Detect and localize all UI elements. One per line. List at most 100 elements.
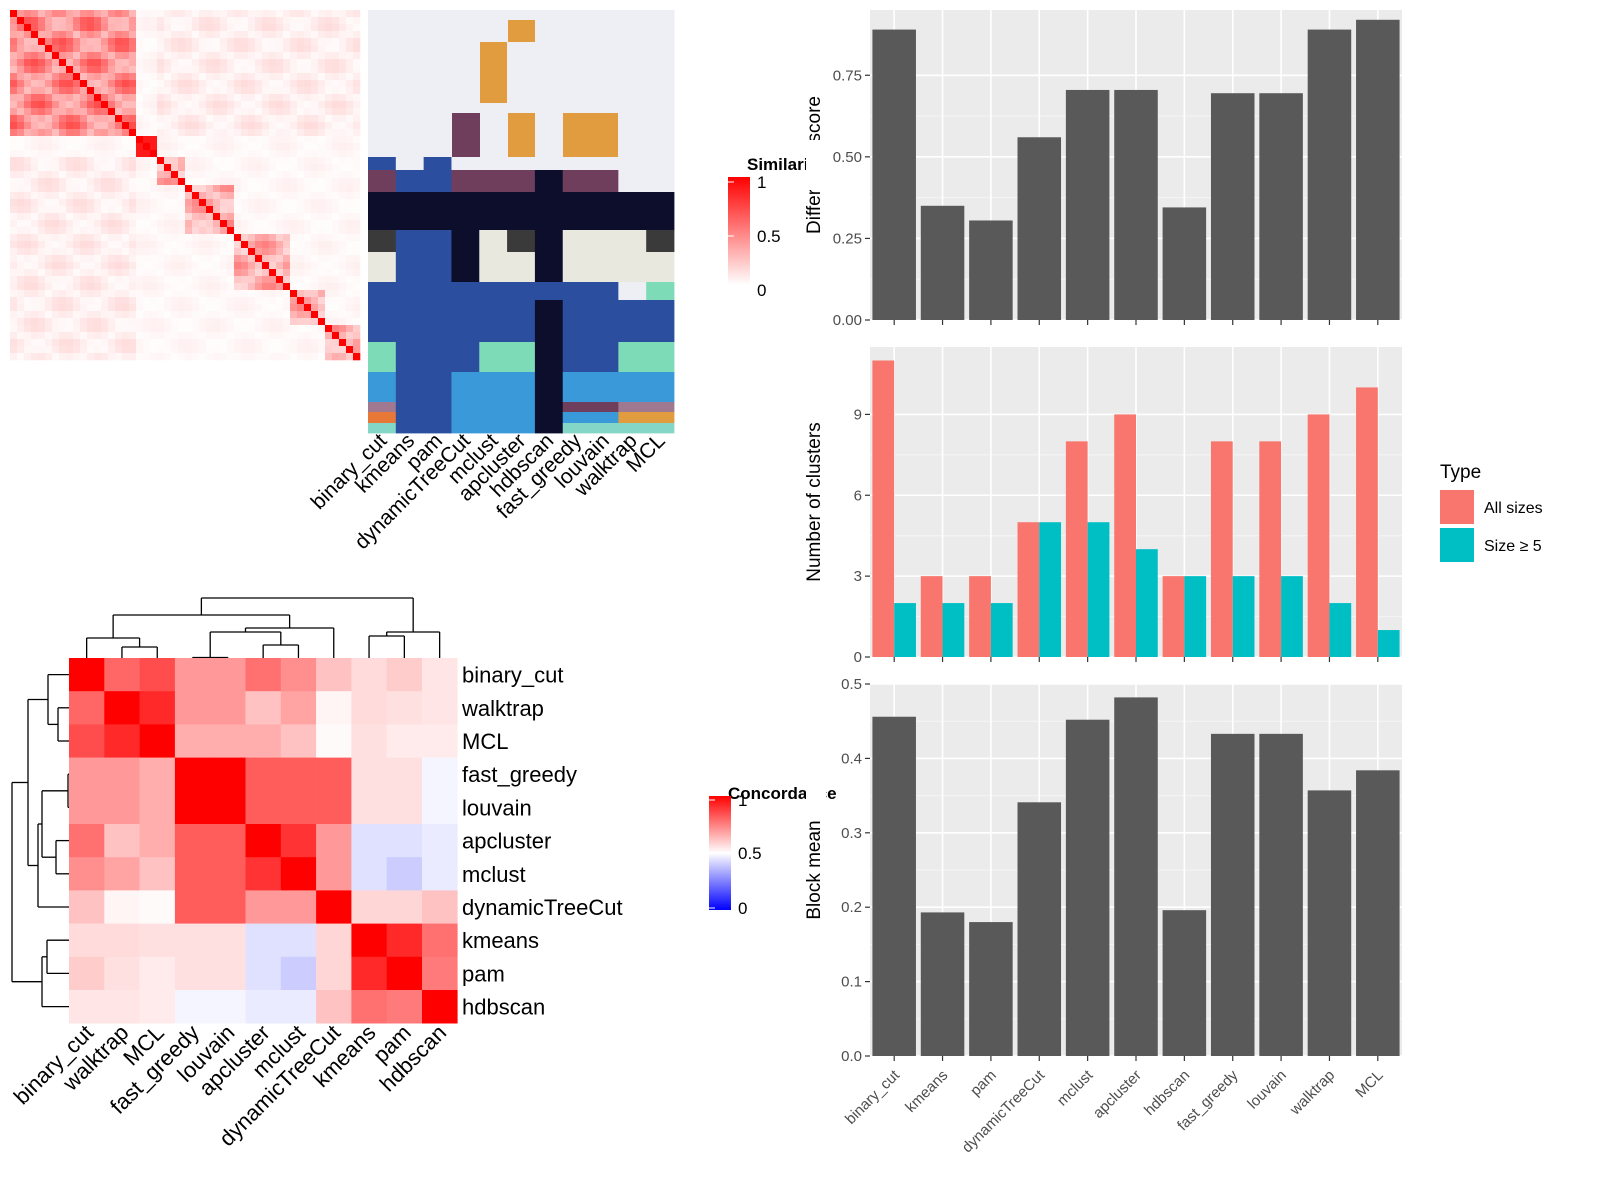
similarity-cell <box>227 199 235 207</box>
similarity-cell <box>206 31 214 39</box>
similarity-cell <box>318 24 326 32</box>
similarity-cell <box>255 66 263 74</box>
similarity-cell <box>318 255 326 263</box>
similarity-cell <box>150 80 158 88</box>
similarity-cell <box>297 269 305 277</box>
similarity-cell <box>66 304 74 312</box>
similarity-cell <box>325 17 333 25</box>
similarity-cell <box>38 45 46 53</box>
similarity-cell <box>115 87 123 95</box>
similarity-cell <box>234 311 242 319</box>
similarity-cell <box>24 24 32 32</box>
similarity-cell <box>234 115 242 123</box>
similarity-cell <box>206 199 214 207</box>
cluster-cell <box>423 412 452 424</box>
similarity-cell <box>185 192 193 200</box>
similarity-cell <box>227 276 235 284</box>
similarity-cell <box>108 38 116 46</box>
similarity-cell <box>213 185 221 193</box>
similarity-cell <box>262 248 270 256</box>
similarity-cell <box>185 31 193 39</box>
similarity-cell <box>31 108 39 116</box>
similarity-cell <box>94 220 102 228</box>
similarity-cell <box>206 143 214 151</box>
similarity-cell <box>227 143 235 151</box>
bar <box>894 603 916 657</box>
similarity-cell <box>339 318 347 326</box>
similarity-cell <box>192 227 200 235</box>
similarity-cell <box>304 136 312 144</box>
similarity-cell <box>290 73 298 81</box>
cluster-cell <box>451 300 480 343</box>
similarity-cell <box>227 185 235 193</box>
similarity-cell <box>206 325 214 333</box>
similarity-cell <box>311 45 319 53</box>
similarity-cell <box>199 115 207 123</box>
similarity-cell <box>276 199 284 207</box>
similarity-cell <box>129 192 137 200</box>
similarity-cell <box>52 45 60 53</box>
similarity-cell <box>325 332 333 340</box>
x-tick-label: pam <box>967 1067 1000 1100</box>
cluster-cell <box>395 170 425 193</box>
similarity-cell <box>178 17 186 25</box>
similarity-cell <box>192 178 200 186</box>
legend-swatch <box>1440 490 1474 524</box>
similarity-cell <box>17 318 25 326</box>
similarity-cell <box>346 234 354 242</box>
similarity-cell <box>297 10 305 18</box>
similarity-cell <box>73 318 81 326</box>
similarity-cell <box>108 283 116 291</box>
similarity-cell <box>346 297 354 305</box>
similarity-cell <box>206 157 214 165</box>
similarity-cell <box>234 248 242 256</box>
similarity-cell <box>318 213 326 221</box>
similarity-cell <box>332 283 340 291</box>
similarity-cell <box>31 80 39 88</box>
similarity-cell <box>73 234 81 242</box>
cluster-cell <box>618 282 647 301</box>
similarity-cell <box>150 38 158 46</box>
concordance-cell <box>174 956 211 991</box>
similarity-cell <box>108 241 116 249</box>
cluster-cell <box>534 372 564 403</box>
concordance-cell <box>245 857 282 891</box>
similarity-cell <box>269 178 277 186</box>
similarity-cell <box>185 318 193 326</box>
similarity-cell <box>129 199 137 207</box>
similarity-cell <box>38 129 46 137</box>
similarity-cell <box>129 52 137 60</box>
similarity-cell <box>255 129 263 137</box>
similarity-cell <box>318 108 326 116</box>
similarity-cell <box>213 206 221 214</box>
similarity-cell <box>234 150 242 158</box>
similarity-cell <box>38 87 46 95</box>
similarity-cell <box>255 178 263 186</box>
similarity-cell <box>241 38 249 46</box>
similarity-cell <box>17 304 25 312</box>
similarity-cell <box>59 227 67 235</box>
similarity-cell <box>220 45 228 53</box>
concordance-cell <box>245 890 282 924</box>
similarity-cell <box>66 269 74 277</box>
similarity-cell <box>346 332 354 340</box>
concordance-cell <box>316 890 352 924</box>
similarity-cell <box>45 220 53 228</box>
similarity-cell <box>276 17 284 25</box>
similarity-cell <box>24 45 32 53</box>
similarity-cell <box>73 283 81 291</box>
similarity-cell <box>199 346 207 354</box>
cluster-cell <box>562 342 591 373</box>
similarity-cell <box>164 52 172 60</box>
similarity-legend-tick: 1 <box>757 173 766 192</box>
similarity-cell <box>262 52 270 60</box>
cluster-cell <box>534 135 564 158</box>
similarity-cell <box>80 24 88 32</box>
similarity-cell <box>213 353 221 361</box>
similarity-cell <box>87 276 95 284</box>
similarity-cell <box>325 59 333 67</box>
similarity-cell <box>220 115 228 123</box>
similarity-cell <box>52 332 60 340</box>
similarity-cell <box>52 311 60 319</box>
similarity-cell <box>178 101 186 109</box>
